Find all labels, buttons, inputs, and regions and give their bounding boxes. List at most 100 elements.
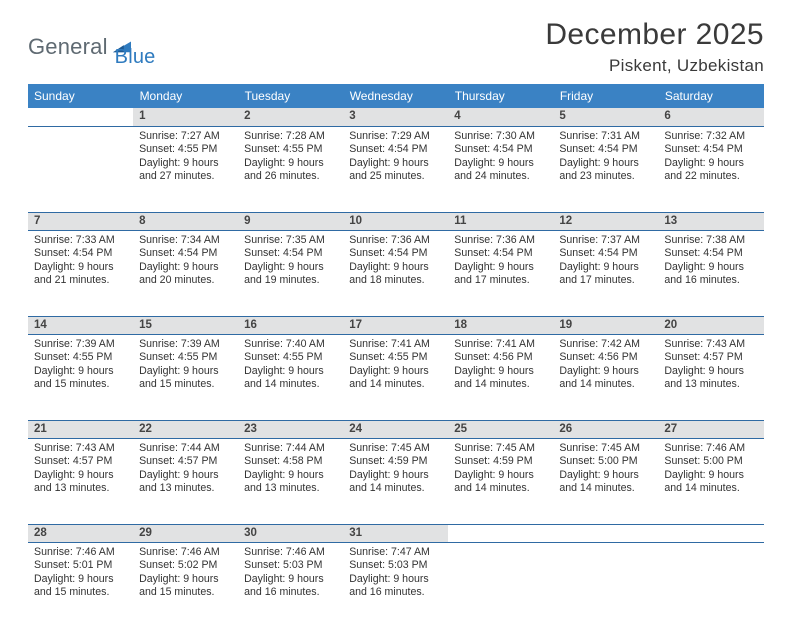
sunset-text: Sunset: 4:54 PM bbox=[349, 143, 442, 157]
location-text: Piskent, Uzbekistan bbox=[545, 56, 764, 76]
sunset-text: Sunset: 4:57 PM bbox=[34, 455, 127, 469]
day-cell: Sunrise: 7:47 AMSunset: 5:03 PMDaylight:… bbox=[343, 542, 448, 628]
sunrise-text: Sunrise: 7:44 AM bbox=[139, 442, 232, 456]
day-content: Sunrise: 7:44 AMSunset: 4:58 PMDaylight:… bbox=[238, 439, 343, 500]
brand-text-general: General bbox=[28, 34, 108, 60]
sunset-text: Sunset: 4:55 PM bbox=[349, 351, 442, 365]
day-number: 23 bbox=[238, 421, 343, 437]
day-number: 12 bbox=[553, 213, 658, 229]
daynum-cell: 21 bbox=[28, 420, 133, 438]
day-number: 6 bbox=[658, 108, 763, 124]
daynum-cell: 24 bbox=[343, 420, 448, 438]
daylight-text-2: and 15 minutes. bbox=[34, 586, 127, 600]
daylight-text-2: and 19 minutes. bbox=[244, 274, 337, 288]
sunrise-text: Sunrise: 7:45 AM bbox=[349, 442, 442, 456]
daynum-cell: 27 bbox=[658, 420, 763, 438]
sunrise-text: Sunrise: 7:40 AM bbox=[244, 338, 337, 352]
day-number: 10 bbox=[343, 213, 448, 229]
day-cell: Sunrise: 7:44 AMSunset: 4:58 PMDaylight:… bbox=[238, 438, 343, 524]
sunrise-text: Sunrise: 7:35 AM bbox=[244, 234, 337, 248]
calendar-head: Sunday Monday Tuesday Wednesday Thursday… bbox=[28, 84, 764, 108]
sunrise-text: Sunrise: 7:36 AM bbox=[349, 234, 442, 248]
day-cell: Sunrise: 7:41 AMSunset: 4:55 PMDaylight:… bbox=[343, 334, 448, 420]
daynum-cell: 1 bbox=[133, 108, 238, 126]
daynum-cell: 25 bbox=[448, 420, 553, 438]
day-cell: Sunrise: 7:36 AMSunset: 4:54 PMDaylight:… bbox=[343, 230, 448, 316]
daynum-cell: 5 bbox=[553, 108, 658, 126]
daylight-text-2: and 17 minutes. bbox=[559, 274, 652, 288]
sunrise-text: Sunrise: 7:33 AM bbox=[34, 234, 127, 248]
day-content bbox=[448, 543, 553, 550]
daylight-text-2: and 23 minutes. bbox=[559, 170, 652, 184]
day-cell: Sunrise: 7:28 AMSunset: 4:55 PMDaylight:… bbox=[238, 126, 343, 212]
day-cell: Sunrise: 7:34 AMSunset: 4:54 PMDaylight:… bbox=[133, 230, 238, 316]
day-content: Sunrise: 7:44 AMSunset: 4:57 PMDaylight:… bbox=[133, 439, 238, 500]
daylight-text-1: Daylight: 9 hours bbox=[34, 573, 127, 587]
day-cell: Sunrise: 7:46 AMSunset: 5:02 PMDaylight:… bbox=[133, 542, 238, 628]
day-cell: Sunrise: 7:41 AMSunset: 4:56 PMDaylight:… bbox=[448, 334, 553, 420]
daylight-text-1: Daylight: 9 hours bbox=[454, 261, 547, 275]
day-content: Sunrise: 7:31 AMSunset: 4:54 PMDaylight:… bbox=[553, 127, 658, 188]
day-number: 13 bbox=[658, 213, 763, 229]
day-content: Sunrise: 7:43 AMSunset: 4:57 PMDaylight:… bbox=[28, 439, 133, 500]
daynum-cell bbox=[28, 108, 133, 126]
weekday-header: Wednesday bbox=[343, 84, 448, 108]
day-cell: Sunrise: 7:43 AMSunset: 4:57 PMDaylight:… bbox=[28, 438, 133, 524]
day-content: Sunrise: 7:29 AMSunset: 4:54 PMDaylight:… bbox=[343, 127, 448, 188]
daynum-cell: 30 bbox=[238, 524, 343, 542]
daylight-text-2: and 14 minutes. bbox=[454, 378, 547, 392]
sunset-text: Sunset: 4:55 PM bbox=[34, 351, 127, 365]
day-number: 15 bbox=[133, 317, 238, 333]
daylight-text-2: and 13 minutes. bbox=[244, 482, 337, 496]
daynum-cell: 17 bbox=[343, 316, 448, 334]
day-cell: Sunrise: 7:33 AMSunset: 4:54 PMDaylight:… bbox=[28, 230, 133, 316]
daylight-text-2: and 22 minutes. bbox=[664, 170, 757, 184]
day-content: Sunrise: 7:46 AMSunset: 5:01 PMDaylight:… bbox=[28, 543, 133, 604]
sunset-text: Sunset: 4:54 PM bbox=[139, 247, 232, 261]
daylight-text-1: Daylight: 9 hours bbox=[664, 365, 757, 379]
week-row: Sunrise: 7:39 AMSunset: 4:55 PMDaylight:… bbox=[28, 334, 764, 420]
calendar-body: 123456Sunrise: 7:27 AMSunset: 4:55 PMDay… bbox=[28, 108, 764, 628]
daylight-text-1: Daylight: 9 hours bbox=[664, 469, 757, 483]
sunset-text: Sunset: 4:55 PM bbox=[139, 143, 232, 157]
day-number: 28 bbox=[28, 525, 133, 541]
daylight-text-2: and 20 minutes. bbox=[139, 274, 232, 288]
daynum-cell: 19 bbox=[553, 316, 658, 334]
sunset-text: Sunset: 4:54 PM bbox=[664, 143, 757, 157]
daylight-text-1: Daylight: 9 hours bbox=[34, 469, 127, 483]
day-cell: Sunrise: 7:45 AMSunset: 4:59 PMDaylight:… bbox=[448, 438, 553, 524]
daylight-text-1: Daylight: 9 hours bbox=[34, 261, 127, 275]
daylight-text-2: and 13 minutes. bbox=[664, 378, 757, 392]
sunrise-text: Sunrise: 7:44 AM bbox=[244, 442, 337, 456]
day-number: 18 bbox=[448, 317, 553, 333]
daylight-text-1: Daylight: 9 hours bbox=[244, 469, 337, 483]
day-content: Sunrise: 7:35 AMSunset: 4:54 PMDaylight:… bbox=[238, 231, 343, 292]
daynum-row: 28293031 bbox=[28, 524, 764, 542]
day-number bbox=[28, 108, 133, 112]
day-number: 19 bbox=[553, 317, 658, 333]
day-content: Sunrise: 7:40 AMSunset: 4:55 PMDaylight:… bbox=[238, 335, 343, 396]
day-number: 21 bbox=[28, 421, 133, 437]
daylight-text-1: Daylight: 9 hours bbox=[559, 365, 652, 379]
daylight-text-2: and 16 minutes. bbox=[349, 586, 442, 600]
daynum-cell: 6 bbox=[658, 108, 763, 126]
daynum-row: 123456 bbox=[28, 108, 764, 126]
sunrise-text: Sunrise: 7:38 AM bbox=[664, 234, 757, 248]
daylight-text-1: Daylight: 9 hours bbox=[349, 469, 442, 483]
day-content: Sunrise: 7:38 AMSunset: 4:54 PMDaylight:… bbox=[658, 231, 763, 292]
sunrise-text: Sunrise: 7:45 AM bbox=[559, 442, 652, 456]
daylight-text-1: Daylight: 9 hours bbox=[454, 157, 547, 171]
day-number: 9 bbox=[238, 213, 343, 229]
daylight-text-1: Daylight: 9 hours bbox=[559, 469, 652, 483]
day-cell: Sunrise: 7:42 AMSunset: 4:56 PMDaylight:… bbox=[553, 334, 658, 420]
day-number: 29 bbox=[133, 525, 238, 541]
weekday-header: Sunday bbox=[28, 84, 133, 108]
daynum-row: 14151617181920 bbox=[28, 316, 764, 334]
month-title: December 2025 bbox=[545, 18, 764, 52]
daynum-cell bbox=[448, 524, 553, 542]
sunset-text: Sunset: 5:01 PM bbox=[34, 559, 127, 573]
weekday-header: Thursday bbox=[448, 84, 553, 108]
day-number: 1 bbox=[133, 108, 238, 124]
sunrise-text: Sunrise: 7:47 AM bbox=[349, 546, 442, 560]
daylight-text-1: Daylight: 9 hours bbox=[34, 365, 127, 379]
